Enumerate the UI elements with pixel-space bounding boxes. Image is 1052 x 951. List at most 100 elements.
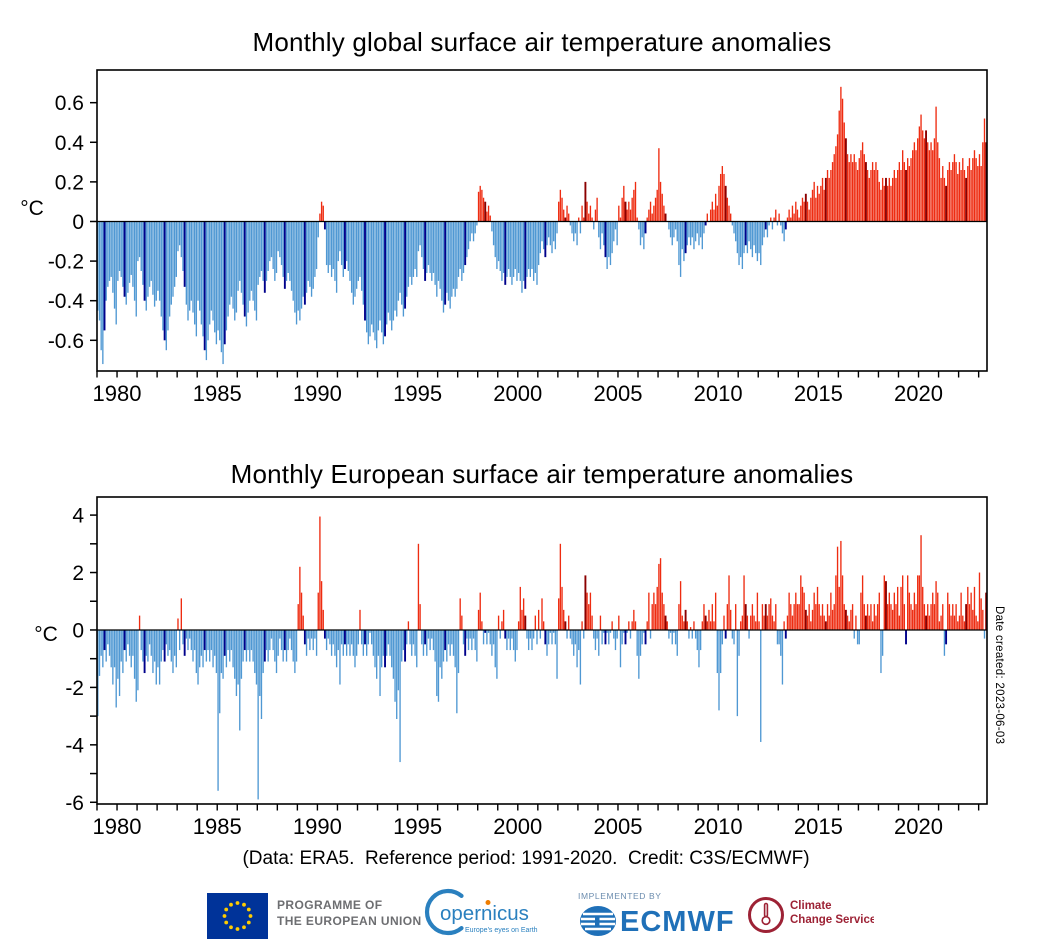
bar — [332, 629, 334, 645]
bar — [396, 629, 398, 719]
bar — [735, 221, 737, 242]
bar — [282, 221, 284, 277]
bar — [634, 181, 637, 222]
bar — [669, 629, 672, 633]
bar — [563, 209, 565, 222]
bar — [112, 629, 114, 685]
bar — [751, 221, 754, 258]
bar — [624, 201, 627, 222]
bar — [871, 162, 874, 222]
bar — [359, 609, 361, 630]
bar — [912, 609, 914, 630]
bar — [335, 629, 338, 668]
bar — [299, 221, 301, 321]
bar — [811, 189, 814, 222]
bar — [290, 221, 293, 291]
bar — [387, 221, 390, 313]
y-tick-label: 0.4 — [55, 132, 85, 155]
bar — [222, 221, 224, 365]
bar — [868, 177, 870, 222]
bar — [457, 629, 460, 674]
bar — [955, 604, 957, 630]
bar — [556, 629, 558, 679]
x-tick-label: 1980 — [93, 381, 142, 406]
bar — [247, 221, 249, 313]
copernicus-wordmark: opernicus — [440, 902, 529, 925]
bar — [250, 221, 253, 291]
bar — [195, 221, 198, 337]
bar — [973, 150, 976, 222]
bar — [436, 629, 438, 697]
bar — [830, 592, 832, 630]
bar — [397, 629, 400, 691]
bar — [245, 221, 248, 327]
bar — [514, 629, 516, 662]
bar — [942, 604, 944, 630]
bar — [516, 629, 518, 651]
bar — [199, 221, 201, 311]
bar — [886, 604, 889, 630]
bar — [539, 629, 542, 639]
bar — [806, 615, 809, 630]
bar — [357, 221, 359, 281]
bar — [864, 162, 867, 222]
bar — [302, 615, 304, 630]
bar — [673, 629, 675, 633]
bar — [195, 629, 198, 674]
bar — [145, 629, 147, 656]
bar — [743, 575, 745, 630]
bar — [764, 221, 767, 230]
bar — [900, 586, 902, 630]
bar — [412, 629, 415, 645]
bar — [459, 598, 461, 630]
bar — [451, 221, 453, 297]
bar — [209, 221, 211, 325]
bar — [653, 205, 655, 222]
x-tick-label: 2020 — [894, 381, 943, 406]
bar — [952, 162, 954, 222]
bar — [103, 629, 106, 651]
eu-flag-icon — [207, 893, 268, 939]
bar — [608, 221, 610, 258]
bar — [227, 221, 229, 317]
bar — [721, 629, 724, 645]
bar — [263, 629, 266, 662]
bar — [958, 615, 961, 630]
bar — [197, 221, 199, 301]
bar — [753, 221, 755, 246]
bar — [928, 150, 931, 222]
bar — [484, 629, 487, 633]
bar — [561, 197, 563, 222]
bar — [666, 621, 668, 630]
climate-change-service-logo: Climate Change Service — [748, 897, 874, 933]
bar — [942, 166, 944, 222]
bar — [426, 629, 428, 656]
bar — [945, 185, 948, 222]
bar — [147, 629, 149, 662]
bar — [401, 629, 403, 662]
bar — [219, 221, 221, 341]
bar — [484, 201, 487, 222]
bar — [120, 629, 122, 662]
bar — [234, 221, 236, 321]
bar — [133, 629, 136, 679]
bar — [664, 213, 667, 222]
bar — [422, 629, 425, 656]
bar — [589, 205, 592, 222]
bar — [674, 629, 677, 645]
bar — [235, 629, 238, 697]
bar — [671, 629, 673, 645]
bar — [437, 221, 440, 281]
bar — [541, 221, 543, 242]
bar — [623, 629, 625, 633]
bar — [927, 604, 929, 630]
bar — [581, 621, 583, 630]
bar — [507, 221, 510, 270]
bar — [285, 629, 288, 662]
bar — [549, 221, 552, 246]
bar — [967, 166, 969, 222]
bar — [497, 615, 500, 630]
bar — [411, 221, 413, 285]
bar — [578, 629, 580, 651]
